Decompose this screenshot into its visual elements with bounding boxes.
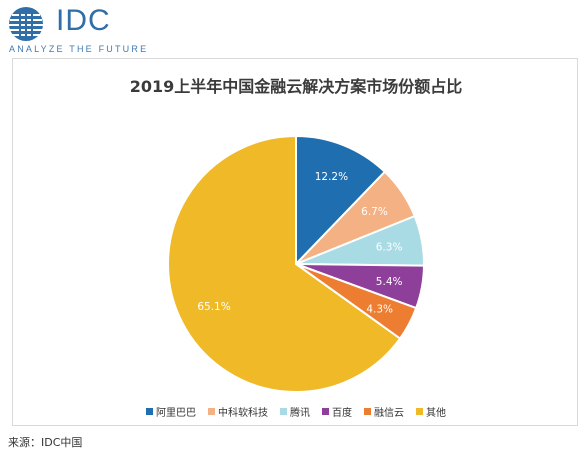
legend-item: 腾讯 (280, 404, 310, 419)
legend-item: 百度 (322, 404, 352, 419)
slice-data-label: 6.7% (361, 206, 388, 218)
slice-data-label: 65.1% (197, 301, 230, 313)
legend-label: 百度 (332, 408, 352, 419)
legend-label: 腾讯 (290, 408, 310, 419)
legend-label: 融信云 (374, 408, 404, 419)
globe-icon (9, 7, 43, 41)
legend-label: 阿里巴巴 (156, 408, 196, 419)
pie-slice (295, 134, 387, 267)
chart-title: 2019上半年中国金融云解决方案市场份额占比 (129, 77, 463, 96)
legend-swatch (322, 408, 329, 415)
legend-swatch (416, 408, 423, 415)
legend-swatch (208, 408, 215, 415)
chart-frame: 2019上半年中国金融云解决方案市场份额占比 12.2% 6.7% 6.3% 5.4%… (12, 58, 578, 426)
source-note: 来源：IDC中国 (8, 436, 83, 449)
slice-data-label: 4.3% (366, 303, 393, 315)
slice-data-label: 12.2% (315, 171, 348, 183)
pie-chart: 12.2% 6.7% 6.3% 5.4% 4.3% 65.1% (167, 134, 426, 393)
logo-tagline: ANALYZE THE FUTURE (9, 44, 149, 54)
idc-logo: IDC ANALYZE THE FUTURE (8, 4, 168, 54)
slice-data-label: 6.3% (376, 242, 403, 254)
legend-item: 中科软科技 (208, 404, 268, 419)
chart-legend: 阿里巴巴 中科软科技 腾讯 百度 融信云 其他 (13, 404, 579, 419)
legend-item: 阿里巴巴 (146, 404, 196, 419)
legend-label: 其他 (426, 408, 446, 419)
slice-data-label: 5.4% (376, 276, 403, 288)
legend-swatch (146, 408, 153, 415)
legend-swatch (280, 408, 287, 415)
legend-label: 中科软科技 (218, 408, 268, 419)
pie-slice (167, 134, 402, 393)
legend-swatch (364, 408, 371, 415)
legend-item: 其他 (416, 404, 446, 419)
legend-item: 融信云 (364, 404, 404, 419)
logo-text: IDC (56, 4, 111, 37)
